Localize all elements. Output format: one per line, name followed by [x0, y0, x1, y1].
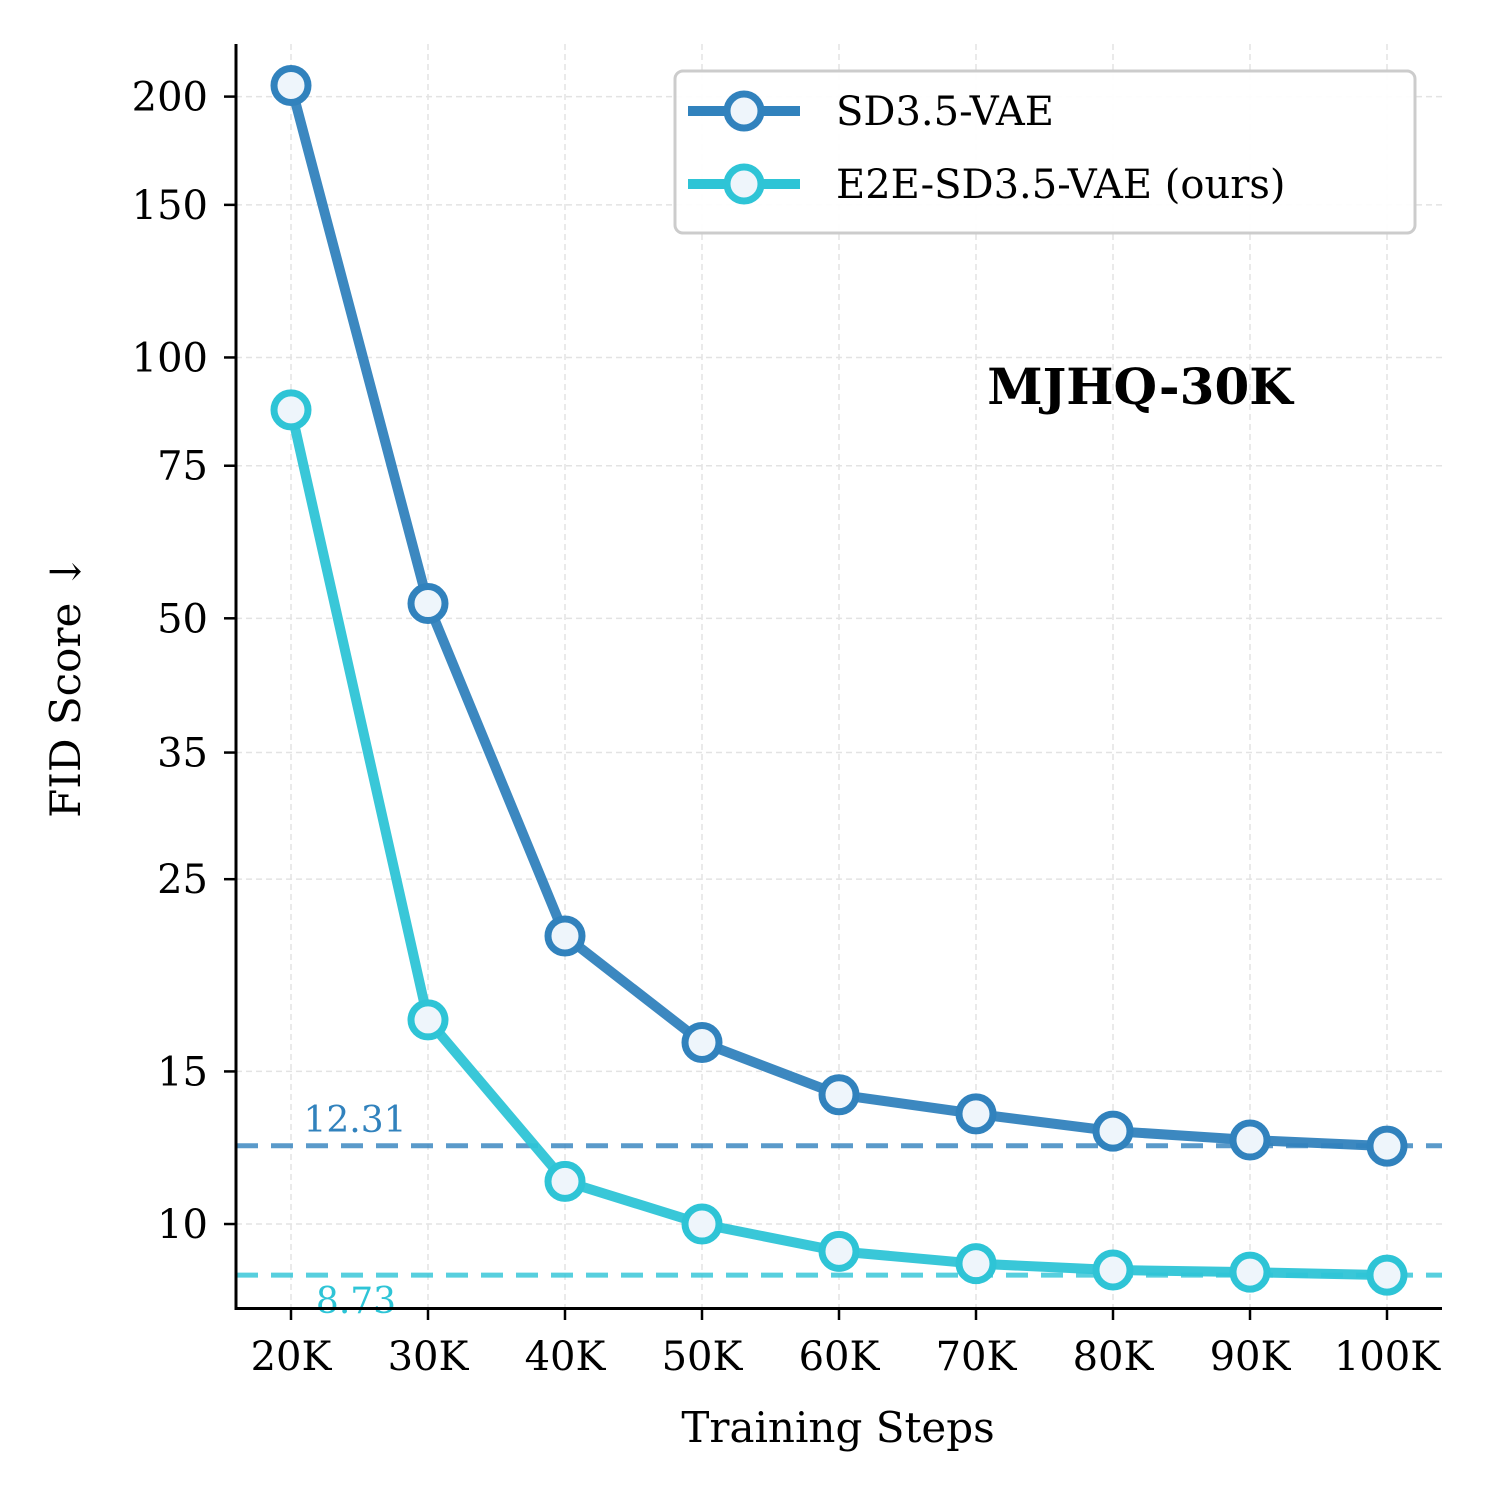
legend-marker	[723, 163, 765, 205]
x-tick-label: 20K	[251, 1334, 333, 1380]
y-tick-label: 35	[157, 731, 208, 777]
y-tick-label: 100	[132, 335, 208, 381]
reference-lines: 12.31 8.73	[236, 1100, 1442, 1322]
legend-label: E2E-SD3.5-VAE (ours)	[836, 162, 1285, 208]
x-tick-label: 90K	[1210, 1334, 1292, 1380]
data-point	[1092, 1110, 1134, 1152]
x-tick-label: 80K	[1073, 1334, 1155, 1380]
legend-label: SD3.5-VAE	[836, 89, 1054, 135]
y-tick-label: 200	[132, 75, 208, 121]
data-point	[1229, 1119, 1271, 1161]
legend: SD3.5-VAE E2E-SD3.5-VAE (ours)	[673, 69, 1417, 235]
series-layer	[270, 64, 1408, 1296]
x-tick-label: 60K	[799, 1334, 881, 1380]
data-point	[1229, 1251, 1271, 1293]
data-point	[407, 583, 449, 625]
y-tick-label: 10	[157, 1202, 208, 1248]
legend-box	[673, 69, 1417, 235]
data-point	[407, 999, 449, 1041]
y-tick-label: 150	[132, 183, 208, 229]
data-point	[955, 1093, 997, 1135]
dataset-annotation: MJHQ-30K	[987, 357, 1294, 416]
x-tick-label: 50K	[662, 1334, 744, 1380]
x-tick-label: 100K	[1334, 1334, 1441, 1380]
y-tick-label: 75	[157, 444, 208, 490]
reference-line-label: 8.73	[316, 1281, 396, 1322]
x-tick-label: 30K	[388, 1334, 470, 1380]
data-point	[270, 389, 312, 431]
y-tick-label: 15	[157, 1049, 208, 1095]
x-axis-label: Training Steps	[681, 1403, 994, 1452]
data-point	[681, 1021, 723, 1063]
x-tick-label: 40K	[525, 1334, 607, 1380]
y-tick-label: 25	[157, 857, 208, 903]
data-point	[681, 1203, 723, 1245]
y-tick-label: 50	[157, 596, 208, 642]
data-point	[544, 915, 586, 957]
reference-line-label: 12.31	[303, 1100, 406, 1141]
data-point	[270, 64, 312, 106]
x-tick-label: 70K	[936, 1334, 1018, 1380]
y-axis-label: FID Score ↓	[41, 554, 90, 818]
data-point	[1366, 1125, 1408, 1167]
data-point	[1366, 1254, 1408, 1296]
data-point	[818, 1230, 860, 1272]
data-point	[818, 1074, 860, 1116]
legend-marker	[723, 90, 765, 132]
data-point	[544, 1160, 586, 1202]
data-point	[955, 1243, 997, 1285]
data-point	[1092, 1249, 1134, 1291]
tick-layer: 20K 30K 40K 50K 60K 70K 80K 90K 100K 10 15 25 35 50 75…	[132, 75, 1442, 1380]
